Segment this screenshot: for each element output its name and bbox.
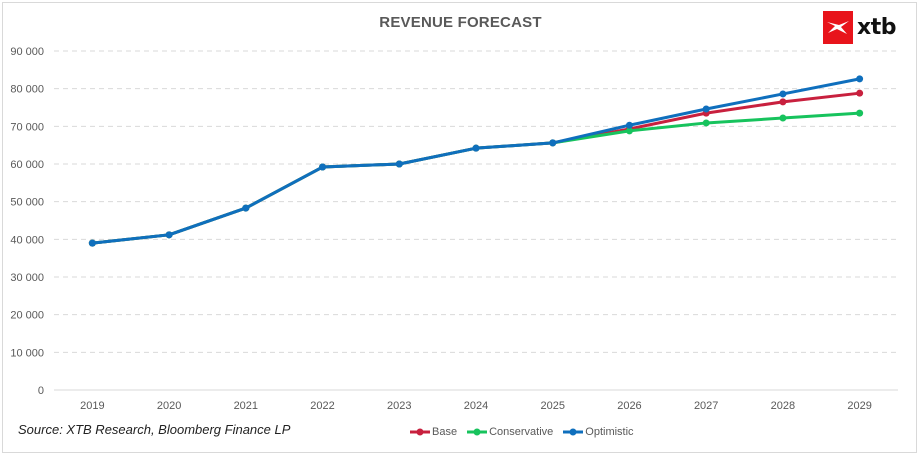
data-point (165, 231, 173, 239)
y-tick-label: 20 000 (10, 310, 44, 322)
x-tick-label: 2020 (157, 400, 181, 412)
x-tick-label: 2025 (540, 400, 564, 412)
data-point (779, 90, 787, 98)
y-tick-label: 60 000 (10, 159, 44, 171)
data-point (395, 160, 403, 168)
data-point (856, 89, 864, 97)
y-tick-label: 70 000 (10, 121, 44, 133)
xtb-x-icon (823, 11, 853, 44)
y-tick-label: 40 000 (10, 234, 44, 246)
legend-item-optimistic: Optimistic (563, 426, 634, 438)
y-tick-label: 90 000 (10, 46, 44, 58)
y-tick-label: 30 000 (10, 272, 44, 284)
y-tick-label: 50 000 (10, 197, 44, 209)
data-point (549, 139, 557, 147)
data-point (779, 114, 787, 122)
source-note: Source: XTB Research, Bloomberg Finance … (18, 422, 291, 437)
legend-label: Optimistic (585, 426, 634, 438)
legend-swatch (410, 428, 430, 436)
series-conservative (88, 109, 864, 247)
x-tick-label: 2021 (234, 400, 258, 412)
data-point (88, 239, 96, 247)
x-tick-label: 2022 (310, 400, 334, 412)
x-tick-label: 2029 (847, 400, 871, 412)
data-point (856, 109, 864, 117)
data-point (625, 121, 633, 129)
series-optimistic (88, 75, 864, 247)
data-point (856, 75, 864, 83)
data-point (779, 98, 787, 106)
legend-label: Conservative (489, 426, 554, 438)
data-point (702, 105, 710, 113)
x-tick-label: 2028 (771, 400, 795, 412)
x-tick-label: 2024 (464, 400, 488, 412)
data-point (242, 204, 250, 212)
x-tick-label: 2023 (387, 400, 411, 412)
data-point (472, 144, 480, 152)
chart-title: REVENUE FORECAST (379, 14, 542, 31)
data-point (319, 163, 327, 171)
series-line-optimistic (90, 77, 862, 245)
chart-legend: Base Conservative Optimistic (410, 426, 644, 438)
xtb-logo: xtb (823, 11, 896, 44)
data-point (702, 119, 710, 127)
series-line-conservative (90, 111, 862, 245)
legend-swatch (467, 428, 488, 436)
legend-swatch (563, 428, 584, 436)
legend-label: Base (432, 426, 458, 438)
y-tick-label: 80 000 (10, 84, 44, 96)
y-tick-label: 0 (38, 385, 44, 397)
data-point (625, 127, 633, 135)
legend-item-base: Base (410, 426, 457, 438)
y-tick-label: 10 000 (10, 347, 44, 359)
x-tick-label: 2019 (80, 400, 104, 412)
legend-item-conservative: Conservative (467, 426, 553, 438)
x-tick-label: 2027 (694, 400, 718, 412)
x-tick-label: 2026 (617, 400, 641, 412)
logo-text: xtb (857, 15, 896, 40)
